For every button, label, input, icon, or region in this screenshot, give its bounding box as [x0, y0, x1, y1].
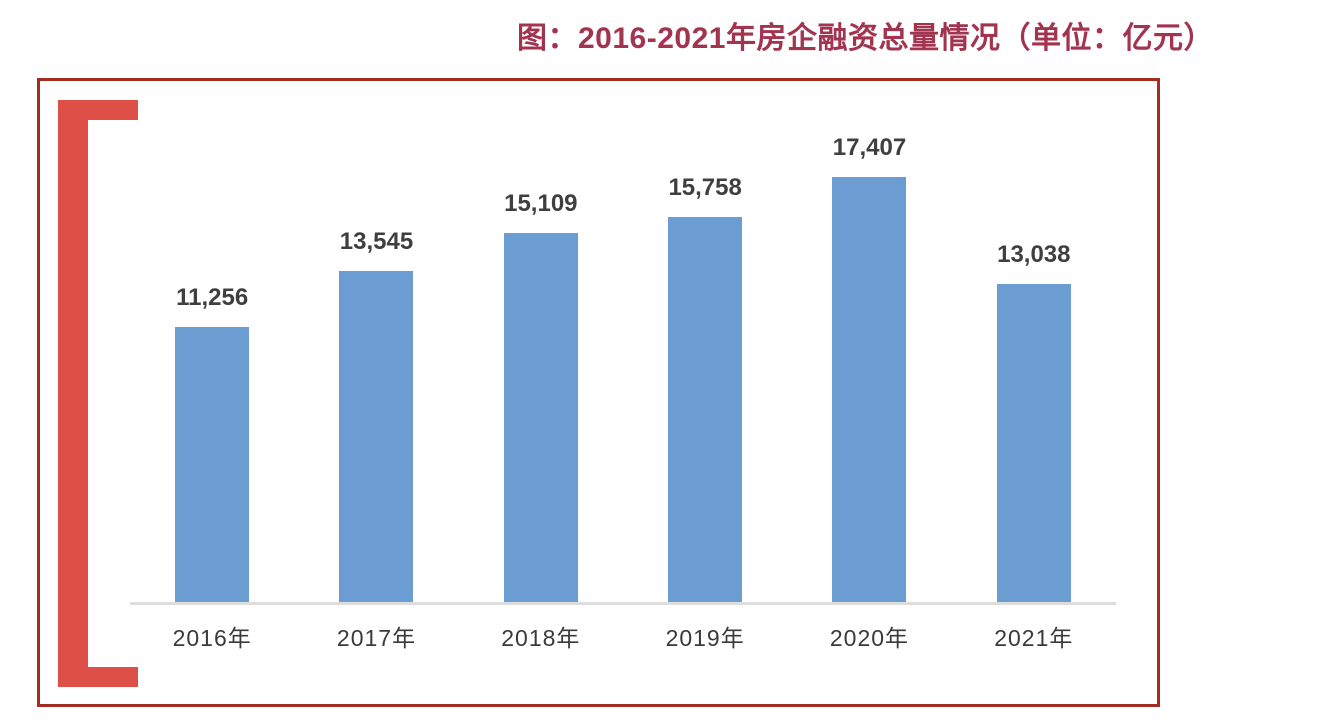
x-axis-label-2021: 2021年: [994, 625, 1074, 651]
bar-value-label-2019: 15,758: [668, 174, 742, 201]
x-axis-labels-row: 2016年 2017年 2018年 2019年 2020年 2021年: [130, 605, 1116, 653]
bar-group-2019: 15,758: [623, 174, 787, 602]
x-axis-label-2016: 2016年: [172, 625, 252, 651]
bar-value-label-2017: 13,545: [339, 228, 414, 255]
bracket-bottom-cap: [58, 667, 138, 687]
bar-2018: [503, 233, 578, 602]
bar-group-2016: 11,256: [130, 284, 294, 602]
bar-2019: [668, 217, 743, 602]
bar-value-label-2018: 15,109: [504, 190, 578, 217]
bar-2016: [175, 327, 250, 602]
x-axis-label-2017: 2017年: [336, 625, 417, 651]
bar-value-label-2020: 17,407: [832, 134, 907, 161]
red-bracket-decoration: [58, 100, 138, 687]
x-axis-label-2018: 2018年: [501, 625, 581, 651]
bar-group-2017: 13,545: [294, 228, 458, 602]
bar-group-2021: 13,038: [952, 241, 1116, 602]
x-axis-label-2019: 2019年: [665, 625, 745, 651]
bar-value-label-2021: 13,038: [997, 241, 1071, 268]
bar-value-label-2016: 11,256: [176, 284, 249, 311]
bars-row: 11,256 13,545 15,109 15,758 17,407 13,038: [130, 81, 1116, 602]
bracket-vertical-bar: [58, 100, 88, 687]
bracket-top-cap: [58, 100, 138, 120]
bar-group-2018: 15,109: [459, 190, 623, 602]
bar-2017: [339, 271, 414, 602]
bar-group-2020: 17,407: [787, 134, 951, 602]
x-axis-line: [130, 602, 1116, 605]
x-axis-label-2020: 2020年: [829, 625, 910, 651]
bar-chart-plot: 11,256 13,545 15,109 15,758 17,407 13,038 201…: [130, 81, 1116, 653]
bar-2020: [832, 177, 907, 602]
chart-title: 图：2016-2021年房企融资总量情况（单位：亿元）: [517, 22, 1214, 55]
bar-2021: [996, 284, 1071, 602]
chart-container: 11,256 13,545 15,109 15,758 17,407 13,038 201…: [37, 78, 1160, 707]
